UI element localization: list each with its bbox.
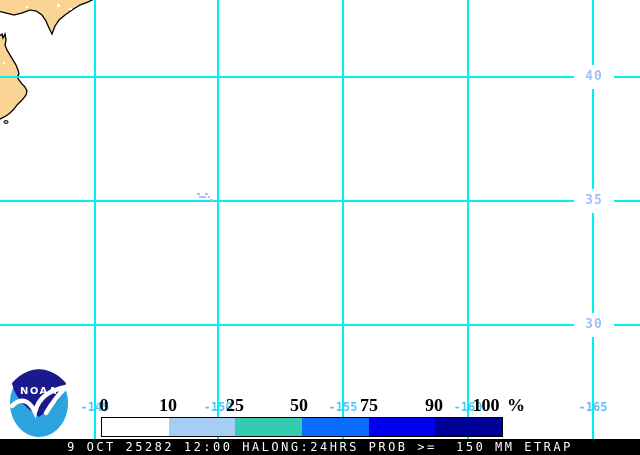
colorbar-segment — [301, 418, 369, 436]
marker-pixel — [205, 193, 208, 195]
colorbar-unit-label: % — [507, 395, 525, 415]
noaa-logo: NOAA — [9, 369, 72, 437]
graticule-meridian — [217, 0, 219, 439]
lake-speck — [69, 8, 72, 10]
graticule-meridian — [592, 0, 594, 439]
latitude-label: 40 — [574, 65, 614, 89]
latitude-label: 35 — [574, 189, 614, 213]
islet — [3, 120, 9, 124]
lake-speck — [57, 4, 60, 7]
colorbar-tick-label: 0 — [99, 395, 109, 415]
colorbar-tick-label: 50 — [290, 395, 308, 415]
graticule-meridian — [467, 0, 469, 439]
lake-speck — [26, 6, 28, 8]
probability-colorbar — [101, 417, 503, 437]
upper-landmass — [0, 0, 94, 36]
colorbar-tick-label: 75 — [360, 395, 378, 415]
colorbar-tick-label: 25 — [226, 395, 244, 415]
seagull-icon — [9, 383, 72, 419]
graticule-parallel — [0, 324, 640, 326]
marker-pixel — [208, 196, 210, 198]
graticule-meridian — [94, 0, 96, 439]
longitude-label: -155 — [328, 400, 358, 414]
marker-pixel — [199, 196, 206, 198]
colorbar-tick-label: 100 — [472, 395, 500, 415]
noaa-logo-text: NOAA — [20, 386, 58, 397]
lower-landmass — [0, 31, 28, 124]
graticule-parallel — [0, 200, 640, 202]
status-bar: 9 OCT 25282 12:00 HALONG:24HRS PROB >= 1… — [0, 439, 640, 455]
longitude-label: -165 — [578, 400, 608, 414]
latitude-label: 30 — [574, 313, 614, 337]
coastline-upper — [0, 0, 94, 36]
longitude-label: -150 — [203, 400, 233, 414]
colorbar-segment — [235, 418, 302, 436]
colorbar-tick-label: 10 — [159, 395, 177, 415]
colorbar-segment — [168, 418, 236, 436]
colorbar-tick-label: 90 — [425, 395, 443, 415]
graticule-parallel — [0, 76, 640, 78]
coastline-layer — [0, 0, 94, 124]
marker-pixel — [197, 193, 200, 195]
longitude-label: -160 — [453, 400, 483, 414]
colorbar-segment — [102, 418, 169, 436]
longitude-label: -145 — [80, 400, 110, 414]
lake-speck — [3, 62, 5, 64]
graticule-meridian — [342, 0, 344, 439]
colorbar-segment — [368, 418, 436, 436]
status-bar-text: 9 OCT 25282 12:00 HALONG:24HRS PROB >= 1… — [67, 440, 573, 454]
colorbar-segment — [435, 418, 502, 436]
marker-pixel — [210, 199, 213, 201]
